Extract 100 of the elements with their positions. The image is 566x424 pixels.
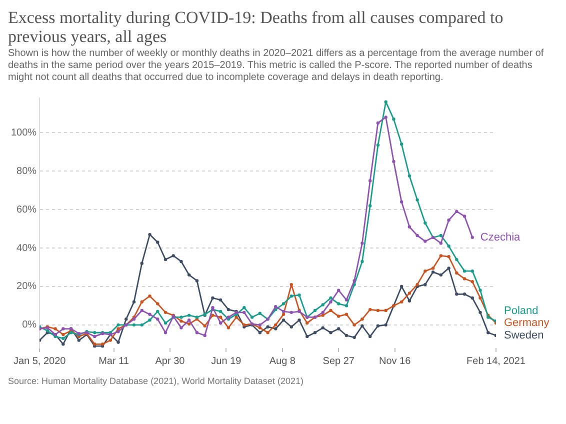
point [290, 294, 293, 298]
point [290, 325, 293, 328]
y-tick-label: 60% [16, 204, 37, 216]
point [180, 326, 183, 330]
point [195, 279, 199, 282]
point [416, 234, 419, 238]
point [462, 269, 466, 273]
point [242, 310, 246, 314]
x-tick-label: Mar 11 [98, 356, 130, 367]
point [211, 314, 214, 317]
y-tick-label: 40% [16, 242, 37, 254]
point [116, 327, 120, 330]
point [211, 296, 214, 300]
point [180, 316, 183, 319]
point [62, 327, 65, 330]
point [77, 338, 81, 342]
point [462, 214, 466, 218]
point [478, 310, 482, 314]
point [400, 142, 404, 146]
point [321, 303, 324, 306]
point [140, 323, 144, 327]
point [392, 118, 396, 121]
x-tick-label: Jun 19 [211, 356, 242, 367]
point [344, 304, 348, 308]
point [329, 300, 332, 304]
point [140, 300, 144, 304]
point [360, 318, 364, 321]
point [274, 323, 278, 327]
point [218, 310, 222, 314]
point [384, 308, 388, 312]
point [242, 306, 246, 310]
point [116, 340, 120, 344]
series-label: Germany [504, 317, 550, 330]
point [439, 242, 443, 245]
point [62, 332, 65, 336]
y-tick-label: 0% [22, 320, 37, 331]
point [337, 314, 340, 318]
point [470, 236, 474, 240]
point [400, 284, 404, 288]
point [132, 300, 136, 304]
point [462, 277, 466, 280]
point [306, 321, 309, 325]
point [54, 327, 57, 330]
point [282, 318, 286, 322]
point [203, 334, 206, 338]
point [337, 288, 340, 292]
x-tick-label: Nov 16 [378, 356, 412, 367]
point [93, 334, 96, 338]
point [282, 312, 286, 316]
point [140, 262, 144, 265]
point [250, 316, 254, 319]
point [416, 198, 419, 202]
point [376, 324, 380, 328]
point [321, 310, 324, 314]
point [306, 334, 309, 338]
point [439, 254, 443, 258]
point [258, 326, 262, 330]
point [116, 330, 120, 334]
point [298, 318, 301, 322]
y-tick-label: 20% [16, 281, 37, 292]
x-tick-label: Sep 27 [322, 356, 355, 367]
point [258, 312, 262, 315]
x-tick-label: Apr 30 [155, 356, 186, 367]
point [148, 312, 152, 316]
point [368, 204, 372, 208]
point [352, 336, 356, 340]
point [431, 270, 435, 274]
point [62, 336, 65, 340]
point [344, 298, 348, 302]
point [424, 282, 427, 286]
point [470, 280, 474, 284]
point [344, 312, 348, 316]
point [360, 260, 364, 264]
point [313, 331, 317, 334]
point [376, 144, 380, 147]
point [400, 200, 404, 204]
point [368, 179, 372, 182]
point [424, 221, 427, 225]
point [313, 308, 317, 312]
point [447, 255, 450, 258]
point [376, 308, 380, 312]
point [148, 294, 152, 298]
point [360, 324, 364, 328]
point [321, 314, 324, 317]
point [274, 305, 278, 308]
point [187, 318, 191, 322]
point [424, 240, 427, 243]
x-tick-label: Feb 14, 2021 [466, 356, 526, 367]
point [384, 100, 388, 104]
series-label: Czechia [480, 231, 522, 244]
point [172, 254, 175, 258]
point [132, 323, 136, 327]
y-tick-label: 100% [11, 127, 37, 138]
point [376, 121, 380, 125]
point [266, 325, 270, 328]
point [124, 318, 128, 321]
chart-subtitle: Shown is how the number of weekly or monthly deaths in 2020–2021 differs as a percentage from the average number of deaths in the same period over the years 2015–2019. This metric is called the P-score. The reported number of deaths might not count all deaths that occurred due to incomplete coverage and delays in death reporting. [8, 48, 545, 84]
point [148, 232, 152, 236]
point [360, 242, 364, 245]
point [290, 282, 293, 286]
